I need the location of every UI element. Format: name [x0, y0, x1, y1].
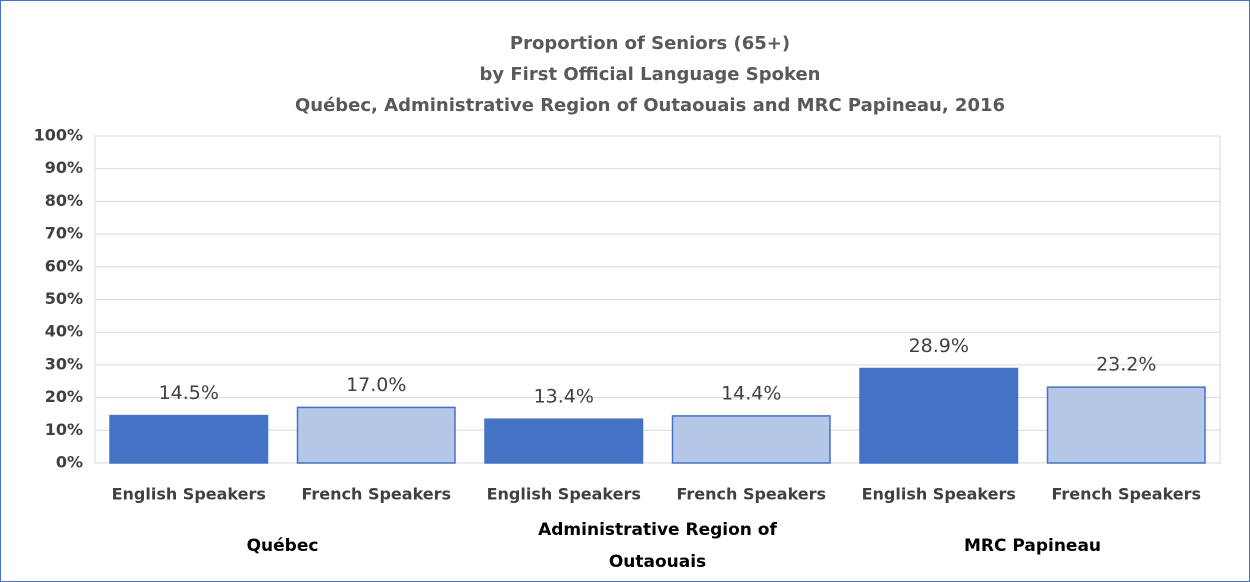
y-tick-label: 80%	[45, 191, 83, 210]
y-tick-label: 60%	[45, 256, 83, 275]
y-tick-label: 10%	[45, 420, 83, 439]
data-label: 14.5%	[159, 382, 219, 404]
x-tick-label: French Speakers	[676, 485, 826, 504]
y-tick-label: 0%	[56, 453, 83, 472]
bar	[859, 367, 1019, 464]
data-label: 17.0%	[346, 374, 406, 396]
bar	[484, 418, 644, 464]
data-label: 28.9%	[909, 335, 969, 357]
chart-title: Proportion of Seniors (65+)	[510, 33, 790, 54]
x-tick-label: English Speakers	[862, 485, 1016, 504]
chart-title: by First Official Language Spoken	[480, 64, 821, 85]
y-tick-label: 70%	[45, 224, 83, 243]
x-tick-label: English Speakers	[112, 485, 266, 504]
bar	[296, 406, 456, 464]
data-label: 23.2%	[1096, 354, 1156, 376]
group-label: Québec	[246, 536, 319, 556]
x-tick-label: French Speakers	[1051, 485, 1201, 504]
data-label: 14.4%	[721, 382, 781, 404]
y-tick-label: 50%	[45, 289, 83, 308]
group-label: MRC Papineau	[963, 536, 1102, 556]
x-tick-label: French Speakers	[301, 485, 451, 504]
y-tick-label: 40%	[45, 322, 83, 341]
bar	[1046, 386, 1206, 464]
group-label: Administrative Region of Outaouais	[538, 520, 777, 572]
y-tick-label: 20%	[45, 387, 83, 406]
y-tick-label: 30%	[45, 354, 83, 373]
x-tick-label: English Speakers	[487, 485, 641, 504]
data-label: 13.4%	[534, 386, 594, 408]
plot-border	[94, 135, 1221, 464]
y-tick-label: 90%	[45, 158, 83, 177]
chart-title: Québec, Administrative Region of Outaoua…	[295, 95, 1005, 116]
y-tick-label: 100%	[34, 126, 83, 145]
bar	[671, 415, 831, 464]
bar	[109, 414, 269, 464]
